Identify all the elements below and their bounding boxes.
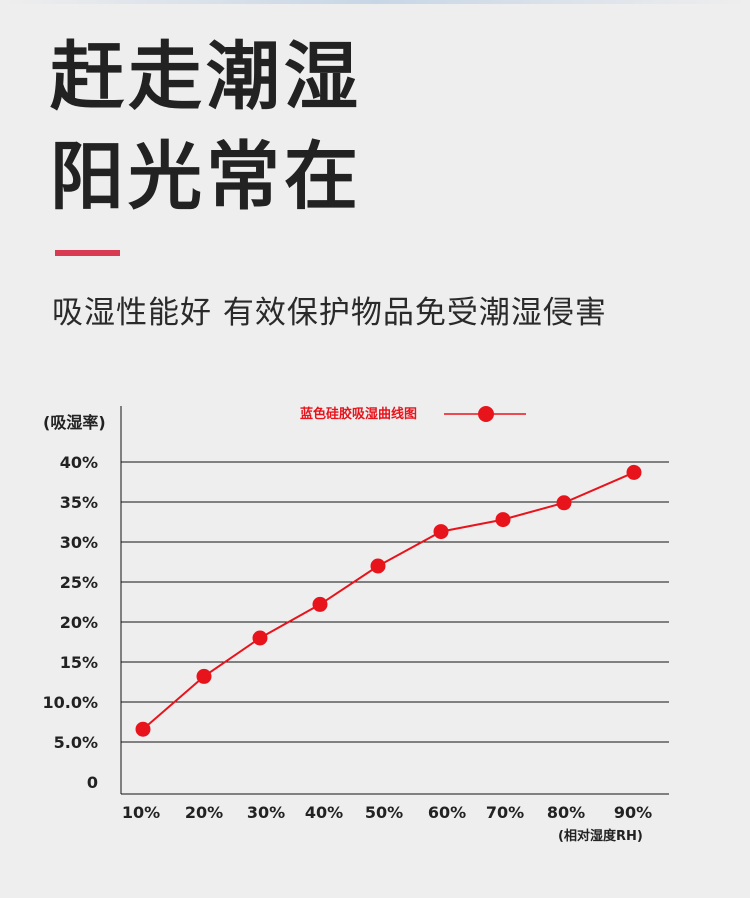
y-tick-labels: 0 5.0% 10.0% 15% 20% 25% 30% 35% 40%: [42, 453, 98, 792]
x-tick-label: 40%: [305, 803, 343, 822]
x-tick-label: 30%: [247, 803, 285, 822]
page-title-line-2: 阳光常在: [50, 134, 362, 220]
top-strip: [0, 0, 750, 4]
y-tick-label: 40%: [60, 453, 98, 472]
y-tick-label: 15%: [60, 653, 98, 672]
y-tick-label: 20%: [60, 613, 98, 632]
y-tick-label: 25%: [60, 573, 98, 592]
data-point: [626, 464, 642, 480]
x-tick-label: 80%: [547, 803, 585, 822]
data-point: [433, 524, 449, 540]
series-line: [142, 471, 635, 730]
legend-label: 蓝色硅胶吸湿曲线图: [300, 406, 417, 422]
y-tick-label: 5.0%: [54, 733, 98, 752]
y-tick-label: 35%: [60, 493, 98, 512]
data-point: [252, 630, 268, 646]
y-tick-label: 10.0%: [42, 693, 98, 712]
data-point: [312, 596, 328, 612]
data-point: [135, 721, 151, 737]
legend: 蓝色硅胶吸湿曲线图: [300, 406, 526, 422]
data-point: [196, 668, 212, 684]
data-point: [495, 512, 511, 528]
x-tick-labels: 10% 20% 30% 40% 50% 60% 70% 80% 90%: [122, 803, 652, 822]
legend-marker: [478, 406, 494, 422]
page-title-line-1: 赶走潮湿: [50, 34, 362, 120]
x-tick-label: 60%: [428, 803, 466, 822]
y-tick-label: 30%: [60, 533, 98, 552]
data-point: [370, 558, 386, 574]
page-subtitle: 吸湿性能好 有效保护物品免受潮湿侵害: [52, 295, 607, 331]
x-tick-label: 10%: [122, 803, 160, 822]
x-tick-label: 90%: [614, 803, 652, 822]
x-tick-label: 20%: [185, 803, 223, 822]
x-tick-label: 50%: [365, 803, 403, 822]
accent-bar: [55, 250, 120, 256]
data-point: [556, 495, 572, 511]
grid-layer: [121, 461, 669, 743]
y-axis-label: (吸湿率): [43, 413, 106, 432]
y-tick-label: 0: [87, 773, 98, 792]
x-tick-label: 70%: [486, 803, 524, 822]
series-layer: [135, 464, 642, 737]
x-axis-label: (相对湿度RH): [558, 828, 643, 844]
